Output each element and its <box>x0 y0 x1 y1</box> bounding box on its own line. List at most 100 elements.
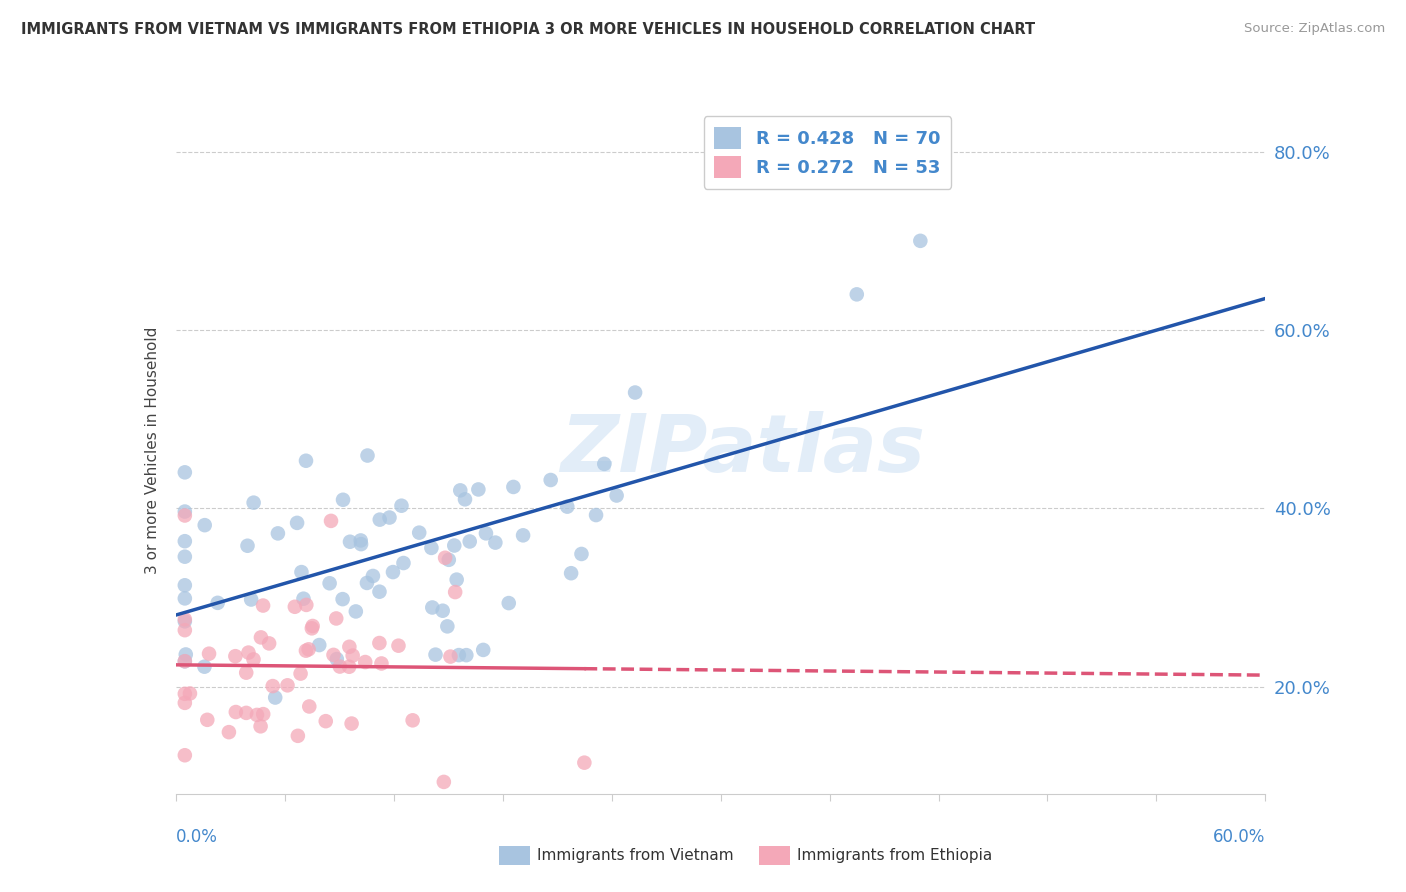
Point <box>287 729 309 743</box>
Point <box>173 504 195 518</box>
Point <box>387 639 409 653</box>
Point <box>472 643 495 657</box>
Point <box>332 592 354 607</box>
Point <box>252 707 274 722</box>
Point <box>318 576 340 591</box>
Point <box>173 508 195 523</box>
Point <box>262 679 284 693</box>
Point <box>249 719 271 733</box>
Point <box>337 640 360 654</box>
Point <box>295 643 318 657</box>
Point <box>593 457 616 471</box>
Text: Immigrants from Ethiopia: Immigrants from Ethiopia <box>797 848 993 863</box>
Point <box>392 556 415 570</box>
Point <box>235 706 257 720</box>
Point <box>173 615 195 629</box>
Point <box>361 569 384 583</box>
Point <box>350 537 373 551</box>
Point <box>449 483 471 498</box>
Point <box>246 707 269 722</box>
Point <box>308 638 330 652</box>
Point <box>225 705 247 719</box>
Point <box>340 716 363 731</box>
Point <box>301 621 323 635</box>
Point <box>408 525 430 540</box>
Point <box>326 652 349 666</box>
Point <box>350 533 373 548</box>
Point <box>370 657 392 671</box>
Point <box>436 619 458 633</box>
Point <box>401 714 423 728</box>
Point <box>173 654 195 668</box>
Point <box>354 655 377 669</box>
Text: 60.0%: 60.0% <box>1213 828 1265 847</box>
Point <box>475 526 498 541</box>
Point <box>433 775 456 789</box>
Point <box>173 696 195 710</box>
Point <box>292 591 315 606</box>
Point <box>250 631 273 645</box>
Point <box>284 599 307 614</box>
Point <box>193 659 215 673</box>
Point <box>443 539 465 553</box>
Point <box>298 642 321 657</box>
Point <box>458 534 481 549</box>
Point <box>218 725 240 739</box>
Point <box>207 596 229 610</box>
Point <box>322 648 344 662</box>
Point <box>174 648 197 662</box>
Point <box>606 489 628 503</box>
Point <box>378 510 401 524</box>
Point <box>432 604 454 618</box>
Point <box>295 598 318 612</box>
Point <box>437 553 460 567</box>
Point <box>425 648 447 662</box>
Point <box>276 678 298 692</box>
Y-axis label: 3 or more Vehicles in Household: 3 or more Vehicles in Household <box>145 326 160 574</box>
Point <box>439 649 461 664</box>
Point <box>319 514 342 528</box>
Point <box>502 480 524 494</box>
Point <box>356 576 378 591</box>
Point <box>571 547 593 561</box>
Point <box>329 659 352 673</box>
Point <box>368 636 391 650</box>
Text: 0.0%: 0.0% <box>176 828 218 847</box>
Point <box>173 687 195 701</box>
Point <box>585 508 607 522</box>
Point <box>484 535 506 549</box>
Text: Immigrants from Vietnam: Immigrants from Vietnam <box>537 848 734 863</box>
Point <box>264 690 287 705</box>
Point <box>434 550 457 565</box>
Point <box>195 713 218 727</box>
Text: IMMIGRANTS FROM VIETNAM VS IMMIGRANTS FROM ETHIOPIA 3 OR MORE VEHICLES IN HOUSEH: IMMIGRANTS FROM VIETNAM VS IMMIGRANTS FR… <box>21 22 1035 37</box>
Point <box>447 648 470 662</box>
Point <box>173 591 195 606</box>
Point <box>242 496 264 510</box>
Point <box>301 619 323 633</box>
Point <box>454 492 477 507</box>
Point <box>368 513 391 527</box>
Point <box>295 454 318 468</box>
Point <box>252 599 274 613</box>
Point <box>290 565 312 579</box>
Point <box>574 756 596 770</box>
Point <box>198 647 221 661</box>
Point <box>339 534 361 549</box>
Point <box>257 636 280 650</box>
Point <box>236 539 259 553</box>
Point <box>173 654 195 668</box>
Point <box>332 492 354 507</box>
Point <box>173 748 195 763</box>
Point <box>173 549 195 564</box>
Point <box>194 518 217 533</box>
Point <box>498 596 520 610</box>
Point <box>391 499 413 513</box>
Point <box>290 666 312 681</box>
Point <box>356 449 378 463</box>
Point <box>420 600 443 615</box>
Point <box>342 648 364 663</box>
Point <box>467 483 489 497</box>
Point <box>173 534 195 549</box>
Point <box>420 541 443 555</box>
